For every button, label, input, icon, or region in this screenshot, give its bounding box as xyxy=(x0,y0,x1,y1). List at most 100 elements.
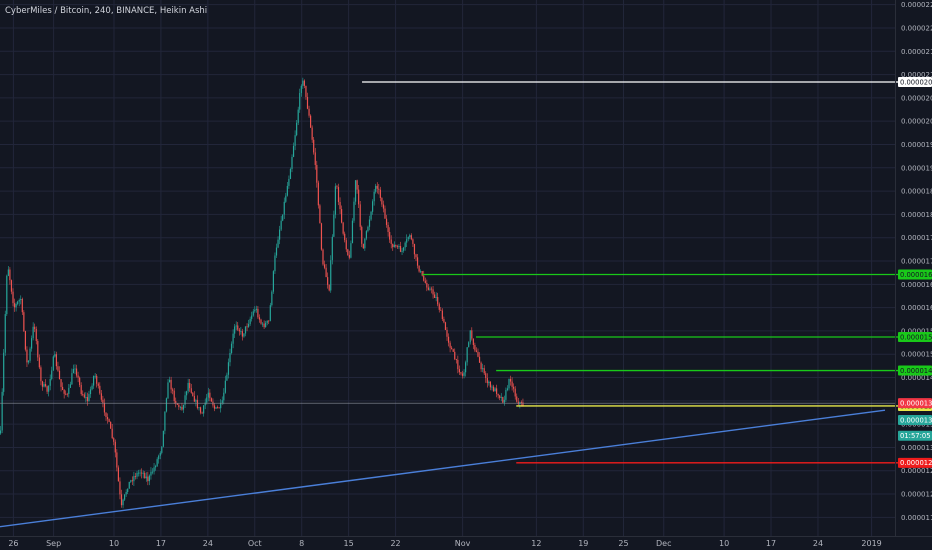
candle-body xyxy=(212,401,214,406)
candle-body xyxy=(327,277,329,285)
candle-body xyxy=(420,271,422,272)
candle-body xyxy=(424,280,426,283)
candle-body xyxy=(18,299,20,302)
candle-body xyxy=(390,239,392,244)
candle-body xyxy=(144,472,146,479)
candle-body xyxy=(344,233,346,241)
candle-body xyxy=(325,267,327,278)
candle-body xyxy=(437,297,439,305)
candle-body xyxy=(277,239,279,248)
candle-body xyxy=(444,322,447,330)
candle-body xyxy=(466,347,468,363)
candle-body xyxy=(184,395,186,405)
candle-body xyxy=(505,389,507,400)
candle-body xyxy=(488,381,490,384)
x-tick-label: 25 xyxy=(618,539,628,548)
x-tick-label: 19 xyxy=(578,539,588,548)
candle-body xyxy=(351,220,354,244)
white-level-badge: 0.00002084 xyxy=(898,77,932,88)
candle-body xyxy=(395,244,397,247)
candle-body xyxy=(213,405,216,409)
candle-body xyxy=(478,356,481,363)
candle-body xyxy=(461,373,464,376)
candle-body xyxy=(341,209,343,223)
candle-body xyxy=(359,204,361,227)
candle-body xyxy=(75,368,78,376)
candle-body xyxy=(193,395,195,402)
candle-body xyxy=(491,386,493,388)
candle-body xyxy=(372,201,374,212)
candle-body xyxy=(499,395,501,398)
levels-layer xyxy=(0,81,898,464)
candle-body xyxy=(308,108,310,116)
candle-body xyxy=(314,152,316,165)
candle-body xyxy=(210,398,212,402)
candle-body xyxy=(272,271,274,292)
candle-body xyxy=(243,333,245,337)
y-tick-label: 0.00002150 xyxy=(901,48,932,56)
candle-body xyxy=(9,269,11,281)
candle-body xyxy=(147,476,149,482)
candle-body xyxy=(209,392,211,399)
close-price-badge-bg xyxy=(898,414,932,425)
y-tick-label: 0.00001500 xyxy=(901,351,932,359)
price-badges: 0.00002084 0.00001671 0.00001537 0.00001465… xyxy=(898,77,932,468)
candle-body xyxy=(229,352,231,363)
candle-body xyxy=(500,396,502,398)
time-axis[interactable]: 26 Sep 10 17 24 Oct 8 15 22 Nov 12 19 25 Dec 10 17 24 201… xyxy=(8,539,881,548)
candle-body xyxy=(232,333,234,344)
candle-body xyxy=(294,135,296,146)
candle-body xyxy=(221,400,223,404)
candle-body xyxy=(173,390,175,402)
candle-body xyxy=(403,247,405,251)
candle-body xyxy=(162,430,164,447)
candle-body xyxy=(378,188,380,190)
x-tick-label: 15 xyxy=(344,539,354,548)
candle-body xyxy=(421,271,423,276)
candle-body xyxy=(345,240,347,250)
candle-body xyxy=(508,379,510,389)
x-tick-label: 26 xyxy=(8,539,18,548)
candle-body xyxy=(509,379,512,382)
green-level-1-badge-bg xyxy=(898,269,932,280)
candle-body xyxy=(339,201,341,210)
countdown-badge: 01:57:05 xyxy=(898,430,932,441)
candle-body xyxy=(71,373,73,385)
candle-body xyxy=(142,472,144,474)
candle-body xyxy=(189,382,191,389)
candle-body xyxy=(361,226,363,244)
candle-body xyxy=(306,96,309,109)
ascending-trendline[interactable] xyxy=(0,409,886,528)
candle-body xyxy=(119,481,121,495)
candle-body xyxy=(230,343,233,353)
candle-body xyxy=(475,350,478,352)
candle-body xyxy=(347,249,349,255)
candle-body xyxy=(251,315,253,319)
white-level-badge-bg xyxy=(898,77,932,88)
x-tick-label: 22 xyxy=(390,539,400,548)
candle-body xyxy=(426,282,428,288)
candle-body xyxy=(393,244,395,248)
candle-body xyxy=(156,459,158,467)
y-tick-label: 0.00001650 xyxy=(901,281,932,289)
candle-body xyxy=(381,197,383,205)
candle-body xyxy=(130,480,132,482)
price-axis[interactable]: 0.00002250 0.00002200 0.00002150 0.00002100… xyxy=(901,1,932,522)
candle-body xyxy=(412,239,414,244)
candle-body xyxy=(201,412,203,414)
candle-body xyxy=(49,378,51,386)
candle-body xyxy=(237,325,239,330)
candle-body xyxy=(406,239,408,243)
candle-body xyxy=(289,169,292,179)
candle-body xyxy=(145,476,147,479)
candle-body xyxy=(153,467,155,472)
x-tick-label: 17 xyxy=(766,539,776,548)
red-level-badge: 0.00001267 xyxy=(898,457,932,468)
candle-body xyxy=(244,326,247,334)
candle-body xyxy=(446,329,448,337)
candle-body xyxy=(401,250,403,252)
candle-body xyxy=(427,287,429,290)
candle-body xyxy=(429,288,431,290)
candle-body xyxy=(522,402,524,407)
